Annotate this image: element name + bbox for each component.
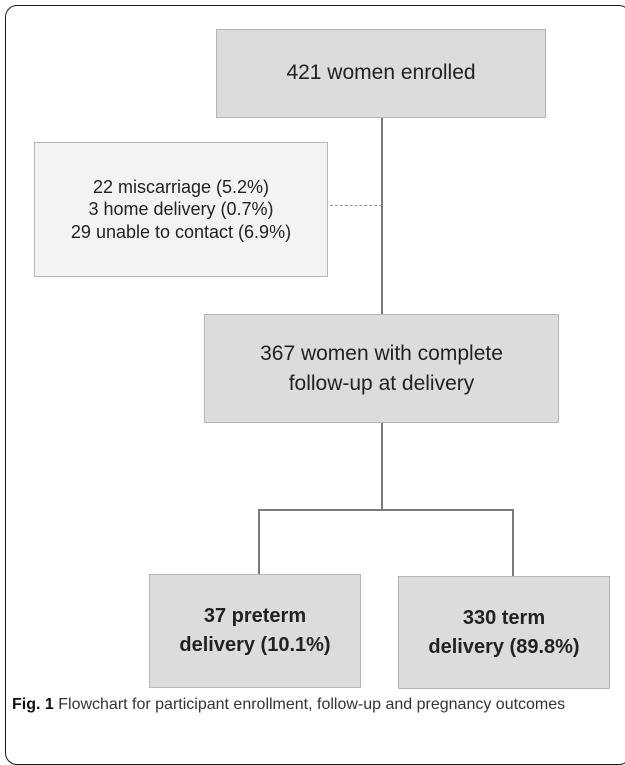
exclusion-connector xyxy=(330,205,382,206)
term-line-1: 330 term xyxy=(462,606,546,629)
excluded-line-unable-to-contact: 29 unable to contact (6.9%) xyxy=(70,221,292,242)
connector-to-term xyxy=(512,509,514,576)
preterm-line-2: delivery (10.1%) xyxy=(179,634,331,656)
excluded-line-miscarriage: 22 miscarriage (5.2%) xyxy=(92,176,270,197)
connector-split-horizontal xyxy=(258,509,514,511)
preterm-box: 37 preterm delivery (10.1%) xyxy=(149,574,361,688)
connector-enrolled-to-complete xyxy=(381,118,383,314)
connector-to-preterm xyxy=(258,509,260,574)
complete-line-2: follow-up at delivery xyxy=(288,371,475,395)
figure-caption-text: Flowchart for participant enrollment, fo… xyxy=(58,696,566,713)
connector-complete-to-split xyxy=(381,423,383,510)
excluded-box: 22 miscarriage (5.2%) 3 home delivery (0… xyxy=(34,142,328,277)
figure-label: Fig. 1 xyxy=(12,696,54,713)
enrolled-box: 421 women enrolled xyxy=(216,29,546,118)
term-box: 330 term delivery (89.8%) xyxy=(398,576,610,689)
enrolled-text: 421 women enrolled xyxy=(286,61,476,85)
complete-line-1: 367 women with complete xyxy=(260,342,503,366)
complete-followup-box: 367 women with complete follow-up at del… xyxy=(204,314,559,423)
figure-caption: Fig. 1 Flowchart for participant enrollm… xyxy=(12,694,612,716)
excluded-line-home-delivery: 3 home delivery (0.7%) xyxy=(88,199,274,220)
term-line-2: delivery (89.8%) xyxy=(428,635,580,658)
preterm-line-1: 37 preterm xyxy=(203,605,307,627)
